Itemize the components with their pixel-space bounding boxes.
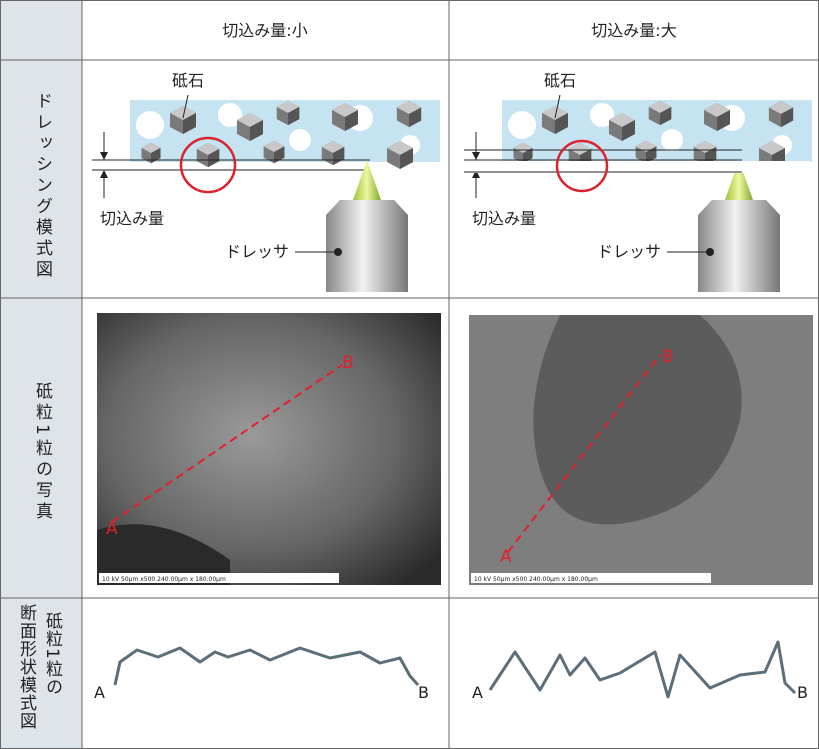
label: A	[500, 547, 512, 567]
sem-photo: 10 kV 50μm x500 240.00μm x 180.00μm A B	[97, 313, 441, 585]
label: ドレッサ	[225, 242, 289, 261]
page: 切込み量:小 切込み量:大 砥石 切込み量 ドレッサ 砥石 切込み量 ドレッサ …	[0, 0, 819, 749]
label: A	[472, 683, 483, 702]
scale-text: 10 kV 50μm x500 240.00μm x 180.00μm	[474, 576, 598, 583]
label: A	[94, 683, 105, 702]
profile-line	[490, 642, 795, 697]
dressing-diagram: 砥石 切込み量 ドレッサ	[460, 71, 812, 292]
label: B	[797, 683, 808, 702]
sem-photo: 10 kV 50μm x500 240.00μm x 180.00μm A B	[469, 315, 813, 585]
label: B	[418, 683, 429, 702]
label: 砥石	[172, 71, 204, 90]
profile-line	[115, 648, 418, 685]
row-label: ドレッシング模式図	[30, 92, 55, 281]
header-cell: 切込み量:大	[591, 21, 676, 40]
label: B	[342, 353, 354, 373]
row-label: 断面形状模式図	[14, 604, 39, 730]
label: B	[662, 347, 674, 367]
scale-text: 10 kV 50μm x500 240.00μm x 180.00μm	[102, 576, 226, 583]
row-label: 砥粒1粒の	[40, 612, 65, 696]
dressing-diagram: 砥石 切込み量 ドレッサ	[92, 71, 440, 292]
label: 砥石	[544, 71, 576, 90]
figure: 切込み量:小 切込み量:大 砥石 切込み量 ドレッサ 砥石 切込み量 ドレッサ …	[0, 0, 819, 749]
label: 切込み量	[100, 209, 164, 228]
row-label: 砥粒1粒の写真	[30, 382, 55, 523]
label: A	[106, 519, 118, 539]
label: ドレッサ	[597, 242, 661, 261]
label: 切込み量	[472, 209, 536, 228]
header-cell: 切込み量:小	[222, 21, 307, 40]
